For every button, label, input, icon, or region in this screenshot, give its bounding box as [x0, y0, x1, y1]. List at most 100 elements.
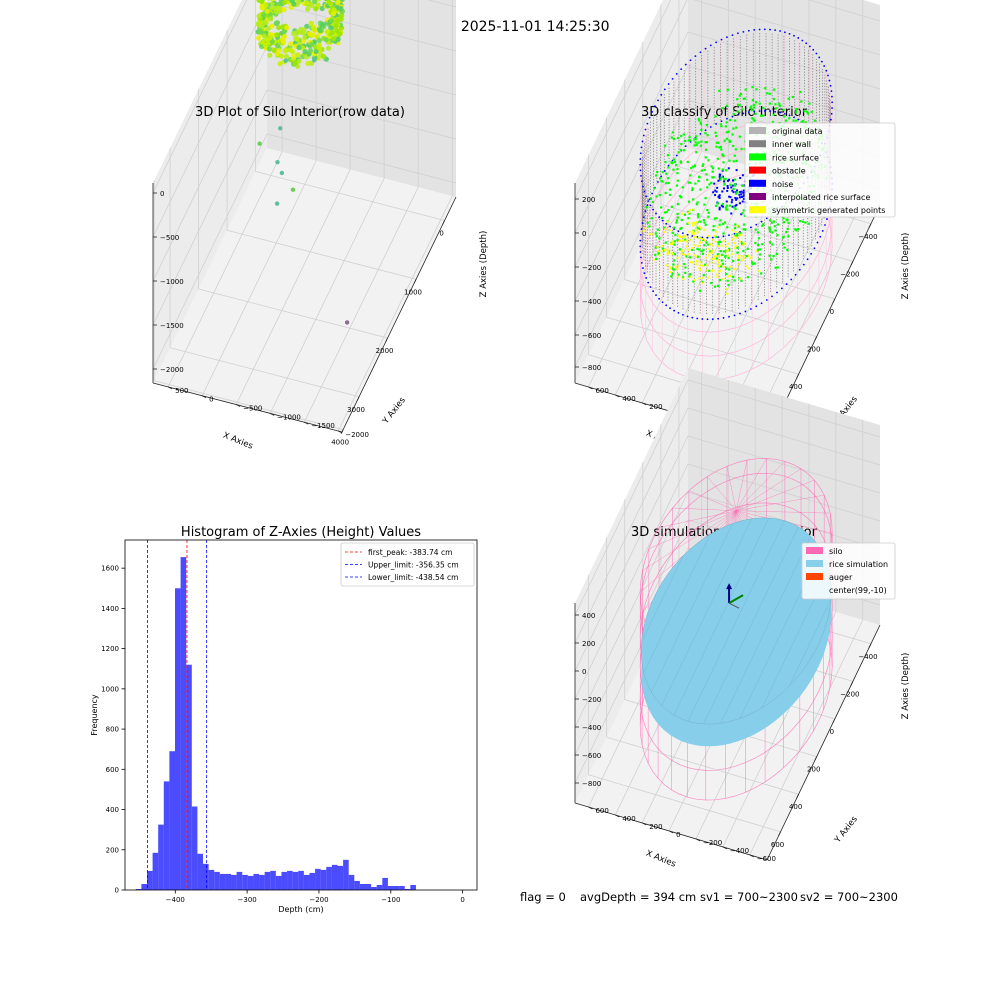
symmetric-point	[698, 277, 701, 280]
symmetric-point	[710, 251, 713, 254]
panel-simulation-3d-z-tick-label: −600	[582, 752, 601, 760]
raw-point	[256, 35, 262, 41]
rice-surface-point	[751, 99, 754, 102]
histogram-bar	[281, 871, 288, 890]
symmetric-point	[669, 270, 672, 273]
rice-surface-point	[800, 100, 803, 103]
rice-surface-point	[676, 238, 679, 242]
noise-cluster-point	[740, 193, 743, 196]
noise-point	[824, 224, 826, 226]
symmetric-point	[699, 227, 702, 230]
rice-surface-point	[673, 240, 676, 243]
noise-cluster-point	[731, 179, 734, 182]
noise-point	[747, 29, 750, 32]
rice-surface-point	[691, 165, 694, 168]
noise-point	[715, 123, 718, 125]
rice-surface-point	[751, 261, 754, 264]
rice-surface-point	[777, 223, 780, 226]
rice-surface-point	[782, 235, 785, 238]
rice-surface-point	[691, 188, 694, 192]
symmetric-point	[671, 242, 674, 245]
legend-swatch	[749, 193, 766, 200]
histogram-bar	[303, 874, 310, 890]
rice-surface-point	[728, 118, 732, 122]
noise-cluster-point	[717, 179, 720, 182]
rice-surface-point	[801, 120, 805, 123]
rice-surface-point	[733, 154, 736, 157]
panel-classify-3d-grid-z	[687, 65, 881, 124]
histogram-bar	[326, 866, 332, 890]
legend-label: original data	[772, 127, 823, 136]
histogram-bar	[292, 871, 299, 890]
raw-outlier-point	[275, 159, 280, 165]
rice-surface-point	[774, 103, 777, 106]
raw-point	[261, 12, 267, 18]
y-tick-label: 1000	[101, 685, 119, 693]
symmetric-point	[691, 261, 694, 264]
noise-point	[771, 295, 773, 298]
rice-surface-point	[736, 98, 739, 101]
rice-surface-point	[648, 225, 651, 228]
symmetric-point	[693, 244, 696, 247]
rice-surface-point	[680, 142, 683, 146]
mesh-line	[687, 520, 785, 722]
silo-roof-rib	[735, 458, 767, 511]
symmetric-point	[681, 239, 684, 242]
panel-raw-data-3d-title: 3D Plot of Silo Interior(row data)	[195, 105, 405, 120]
rice-surface-point	[736, 103, 740, 106]
symmetric-point	[730, 252, 733, 255]
rice-surface-point	[732, 275, 735, 278]
rice-surface-point	[741, 243, 744, 246]
panel-simulation-3d-z-tick-label: −400	[582, 724, 601, 732]
noise-cluster-point	[727, 178, 730, 181]
noise-point	[684, 63, 687, 66]
noise-point	[655, 294, 657, 297]
raw-point	[317, 27, 323, 33]
rice-surface-point	[768, 241, 772, 244]
raw-point	[267, 35, 273, 41]
rice-surface-point	[654, 232, 657, 235]
rice-surface-point	[772, 97, 776, 101]
noise-point	[763, 28, 766, 31]
rice-surface-point	[703, 244, 706, 247]
noise-point	[669, 225, 671, 228]
y-tick-label: 0	[115, 887, 119, 895]
symmetric-point	[727, 249, 730, 252]
panel-classify-3d-grid-z	[807, 0, 881, 22]
rice-surface-point	[753, 119, 756, 122]
raw-point	[312, 0, 318, 5]
rice-surface-point	[694, 137, 697, 141]
rice-surface-point	[700, 169, 703, 172]
panel-classify-3d-y-tick-label: 600	[595, 387, 608, 395]
rice-surface-point	[768, 230, 772, 233]
noise-point	[720, 38, 723, 41]
legend-label: rice surface	[772, 153, 819, 162]
rice-surface-point	[673, 259, 676, 262]
rice-surface-point	[686, 160, 689, 164]
silo-roof-rib	[688, 490, 737, 511]
raw-point	[288, 41, 294, 47]
rice-surface-point	[771, 120, 775, 124]
rice-surface-point	[795, 111, 798, 114]
noise-cluster-point	[739, 196, 742, 199]
panel-simulation-3d-grid-x	[606, 736, 799, 795]
noise-point	[806, 258, 809, 261]
rice-surface-point	[671, 131, 674, 134]
raw-point	[333, 23, 339, 29]
histogram-bar	[242, 874, 248, 890]
rice-surface-point	[768, 254, 771, 257]
symmetric-point	[691, 222, 694, 225]
rice-surface-point	[720, 259, 723, 262]
noise-point	[649, 204, 652, 207]
rice-surface-point	[719, 123, 722, 126]
panel-classify-3d-z-tick-label: −400	[582, 298, 601, 306]
rice-surface-point	[721, 202, 724, 206]
rice-surface-point	[754, 112, 757, 115]
rice-surface-point	[675, 221, 678, 224]
rice-surface-point	[696, 247, 699, 250]
rice-surface-point	[663, 226, 666, 229]
noise-point	[733, 314, 736, 317]
symmetric-point	[698, 267, 701, 270]
symmetric-point	[681, 212, 684, 215]
panel-simulation-3d-x-tick-label: 0	[830, 728, 834, 736]
